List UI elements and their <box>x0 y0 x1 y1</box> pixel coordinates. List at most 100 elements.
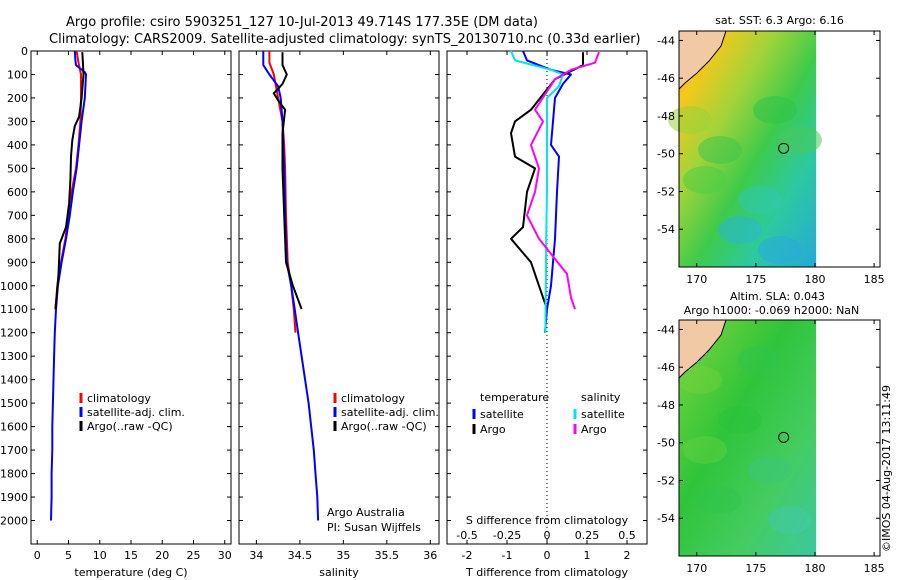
series-line-argo-s <box>526 51 600 310</box>
lon-tick-label: 175 <box>745 273 766 286</box>
legend-label: satellite-adj. clim. <box>341 406 439 419</box>
x2-tick-label: -0.5 <box>456 529 477 542</box>
y-tick-label: 1400 <box>0 374 28 387</box>
field-patch <box>738 346 782 374</box>
timestamp: ©IMOS 04-Aug-2017 13:11:49 <box>880 385 893 552</box>
lat-tick-label: -52 <box>657 185 675 198</box>
field-patch <box>683 166 727 194</box>
map-frame <box>678 30 881 268</box>
lon-tick-label: 185 <box>864 273 885 286</box>
x-tick-label: 0 <box>34 549 41 562</box>
profile-panel-1: 0100200300400500600700800900100011001200… <box>0 45 232 579</box>
field-patch <box>768 506 812 534</box>
argo-position-marker <box>778 431 790 443</box>
y-tick-label: 2000 <box>0 515 28 528</box>
land-area <box>678 319 727 380</box>
x-tick-label: 34 <box>249 549 263 562</box>
lat-tick-label: -48 <box>657 110 675 123</box>
lat-tick-label: -54 <box>657 512 675 525</box>
lon-tick-label: 170 <box>686 562 707 575</box>
legend-label: Argo <box>581 423 607 436</box>
x-tick-label: -2 <box>462 549 473 562</box>
lat-tick-label: -50 <box>657 437 675 450</box>
lat-tick-label: -44 <box>657 34 675 47</box>
field-patch <box>698 136 742 164</box>
field-patch <box>698 486 742 514</box>
map-title: sat. SST: 6.3 Argo: 6.16 <box>715 14 844 27</box>
field-patch <box>678 366 722 394</box>
lat-tick-label: -50 <box>657 148 675 161</box>
x-tick-label: 30 <box>218 549 232 562</box>
y-tick-label: 1000 <box>0 280 28 293</box>
y-tick-label: 800 <box>7 233 28 246</box>
map-panels: -44 -46 -48 -50 -52 -54 170 175 180 185 sat. SST: … <box>657 14 885 575</box>
y-tick-label: 400 <box>7 139 28 152</box>
lat-tick-label: -44 <box>657 323 675 336</box>
x-tick-label: 10 <box>93 549 107 562</box>
credit-line2: PI: Susan Wijffels <box>327 521 421 534</box>
legend-label: climatology <box>87 392 151 405</box>
map-panel-2: -44 -46 -48 -50 -52 -54 170 175 180 185 Altim. SLA… <box>657 290 885 575</box>
x2-tick-label: 0.5 <box>618 529 636 542</box>
legend-label: Argo <box>480 423 506 436</box>
map-panel-1: -44 -46 -48 -50 -52 -54 170 175 180 185 sat. SST: … <box>657 14 885 286</box>
lon-tick-label: 170 <box>686 273 707 286</box>
y-tick-label: 500 <box>7 162 28 175</box>
y-tick-label: 1200 <box>0 327 28 340</box>
lon-tick-label: 175 <box>745 562 766 575</box>
field-patch <box>748 456 792 484</box>
y-tick-label: 700 <box>7 209 28 222</box>
x-axis-label: salinity <box>319 566 359 579</box>
lon-tick-label: 180 <box>804 562 825 575</box>
header-line1: Argo profile: csiro 5903251_127 10-Jul-2… <box>66 15 538 30</box>
x-tick-label: 1 <box>584 549 591 562</box>
y-tick-label: 200 <box>7 92 28 105</box>
lat-tick-label: -54 <box>657 223 675 236</box>
x-tick-label: 35.5 <box>375 549 400 562</box>
profile-panels: 0100200300400500600700800900100011001200… <box>0 45 648 579</box>
y-tick-label: 1800 <box>0 468 28 481</box>
y-tick-label: 1700 <box>0 444 28 457</box>
lat-tick-label: -48 <box>657 399 675 412</box>
map-title-line1: Altim. SLA: 0.043 <box>730 290 825 303</box>
legend-title-salinity: salinity <box>581 391 621 404</box>
field-patch <box>718 216 762 244</box>
field-patch <box>758 236 802 264</box>
map-title-line2: Argo h1000: -0.069 h2000: NaN <box>684 304 860 317</box>
profile-panel-3: -2 -1 0 1 2 T difference from climatology -0.5… <box>446 50 648 579</box>
series-line-satellite-adj-clim- <box>50 50 87 521</box>
profile-panel-2: 34 34.5 35 35.5 36 salinity climatologysatelli… <box>238 50 440 579</box>
y-tick-label: 100 <box>7 68 28 81</box>
y-tick-label: 1100 <box>0 303 28 316</box>
y-tick-label: 0 <box>21 45 28 58</box>
x-tick-label: 34.5 <box>288 549 313 562</box>
x2-axis-label: S difference from climatology <box>466 514 629 527</box>
x-tick-label: 20 <box>155 549 169 562</box>
y-tick-label: 600 <box>7 186 28 199</box>
x2-tick-label: -0.25 <box>493 529 521 542</box>
lat-tick-label: -52 <box>657 474 675 487</box>
y-tick-label: 1900 <box>0 491 28 504</box>
lon-tick-label: 185 <box>864 562 885 575</box>
series-line-argo <box>272 52 303 310</box>
land-area <box>678 30 727 91</box>
x-tick-label: 36 <box>423 549 437 562</box>
y-tick-label: 300 <box>7 115 28 128</box>
legend-label: satellite-adj. clim. <box>87 406 185 419</box>
map-frame <box>678 319 881 557</box>
field-patch <box>753 96 797 124</box>
legend-label: Argo(..raw -QC) <box>87 420 173 433</box>
x2-tick-label: 0.25 <box>575 529 600 542</box>
x-tick-label: -1 <box>502 549 513 562</box>
x-axis-label: T difference from climatology <box>465 566 628 579</box>
field-patch <box>683 436 727 464</box>
x-axis-label: temperature (deg C) <box>74 566 187 579</box>
plot-frame <box>238 50 440 545</box>
x-tick-label: 15 <box>124 549 138 562</box>
plot-frame <box>30 50 232 545</box>
legend-label: satellite <box>581 408 625 421</box>
series-line-satellite-s <box>510 50 564 333</box>
x-tick-label: 5 <box>65 549 72 562</box>
credit-line1: Argo Australia <box>327 506 405 519</box>
